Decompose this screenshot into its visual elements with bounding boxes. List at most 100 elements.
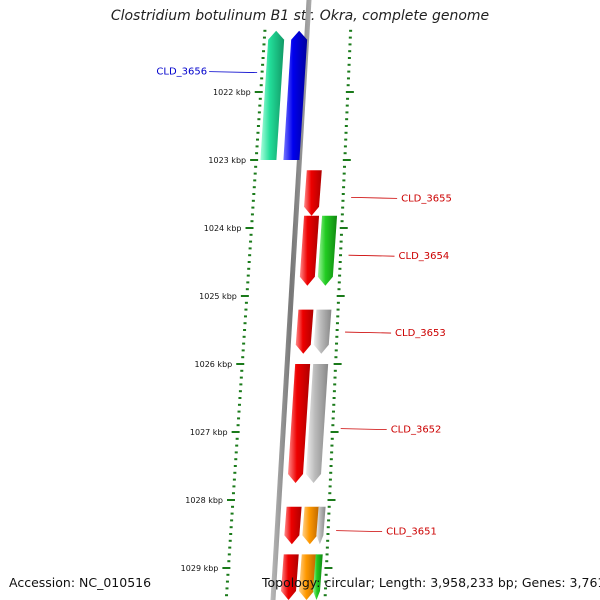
minor-tick-left	[232, 478, 236, 481]
minor-tick-right	[343, 145, 347, 148]
gene-label: CLD_3651	[386, 527, 437, 538]
minor-tick-left	[233, 465, 237, 467]
minor-tick-left	[232, 485, 236, 488]
gene-label-leader	[209, 71, 258, 73]
minor-tick-left	[261, 63, 265, 66]
minor-tick-left	[243, 329, 247, 331]
minor-tick-left	[249, 233, 253, 236]
minor-tick-left	[253, 172, 257, 175]
minor-tick-right	[339, 254, 343, 257]
ruler-layer: 1022 kbp 1023 kbp 1024 kbp 1025 kbp 1026 kbp…	[181, 29, 354, 597]
minor-tick-left	[230, 519, 234, 522]
minor-tick-right	[338, 274, 342, 277]
minor-tick-left	[262, 50, 266, 53]
minor-tick-left	[238, 390, 242, 393]
minor-tick-left	[243, 322, 247, 325]
minor-tick-left	[262, 36, 266, 39]
minor-tick-left	[234, 451, 238, 454]
backbone-layer	[270, 0, 312, 600]
minor-tick-left	[225, 594, 229, 597]
gene-label-leader	[340, 428, 387, 430]
minor-tick-right	[327, 519, 331, 522]
minor-tick-right	[336, 301, 340, 304]
genes-layer	[260, 30, 338, 600]
minor-tick-left	[225, 587, 229, 590]
gene-label: CLD_3655	[401, 193, 452, 204]
minor-tick-left	[240, 369, 244, 372]
minor-tick-left	[258, 97, 262, 100]
kbp-tick-label: 1024 kbp	[204, 224, 242, 233]
minor-tick-right	[347, 57, 351, 59]
minor-tick-right	[346, 97, 350, 100]
minor-tick-left	[246, 281, 250, 284]
minor-tick-right	[325, 553, 329, 556]
gene-label-leader	[345, 331, 392, 334]
minor-tick-left	[237, 410, 241, 413]
minor-tick-right	[345, 118, 349, 121]
major-tick-right	[327, 499, 336, 501]
minor-tick-left	[256, 131, 260, 134]
gene-label-leader	[348, 254, 395, 257]
gene-arrow	[284, 506, 302, 545]
minor-tick-left	[250, 220, 254, 223]
gene-label: CLD_3656	[156, 67, 207, 78]
gene-arrow	[281, 554, 299, 600]
minor-tick-left	[244, 308, 248, 311]
minor-tick-right	[335, 342, 339, 345]
minor-tick-right	[328, 492, 332, 495]
minor-tick-right	[335, 329, 339, 331]
gene-arrow	[316, 506, 326, 545]
major-tick-right	[336, 295, 345, 297]
minor-tick-left	[227, 560, 231, 563]
major-tick-left	[236, 363, 245, 365]
minor-tick-right	[338, 261, 342, 263]
minor-tick-left	[261, 57, 265, 59]
minor-tick-left	[250, 213, 254, 216]
minor-tick-right	[329, 471, 333, 474]
minor-tick-right	[334, 349, 338, 352]
minor-tick-left	[241, 356, 245, 359]
minor-tick-left	[227, 553, 231, 556]
major-tick-right	[330, 431, 339, 433]
minor-tick-right	[328, 478, 332, 481]
minor-tick-right	[327, 512, 331, 515]
minor-tick-right	[335, 335, 339, 338]
minor-tick-right	[330, 451, 334, 454]
major-tick-right	[324, 567, 333, 569]
major-tick-left	[222, 567, 231, 569]
minor-tick-left	[242, 335, 246, 338]
minor-tick-left	[254, 165, 258, 168]
major-tick-right	[339, 227, 348, 229]
minor-tick-left	[237, 417, 241, 420]
minor-tick-right	[345, 111, 349, 114]
minor-tick-right	[347, 63, 351, 66]
minor-tick-left	[249, 240, 253, 243]
minor-tick-right	[323, 594, 327, 597]
minor-tick-left	[239, 376, 243, 379]
minor-tick-left	[252, 186, 256, 189]
minor-tick-right	[329, 465, 333, 467]
sequence-backbone	[270, 0, 312, 600]
minor-tick-left	[244, 301, 248, 304]
minor-tick-right	[349, 29, 353, 32]
gene-arrow	[317, 215, 338, 286]
minor-tick-right	[348, 36, 352, 39]
minor-tick-left	[231, 492, 235, 495]
gene-arrow	[304, 170, 322, 216]
minor-tick-left	[229, 526, 233, 529]
minor-tick-left	[255, 152, 259, 155]
major-tick-left	[227, 499, 235, 501]
minor-tick-right	[341, 199, 345, 202]
kbp-tick-label: 1028 kbp	[185, 496, 223, 505]
kbp-tick-label: 1027 kbp	[190, 428, 228, 437]
minor-tick-right	[326, 526, 330, 529]
kbp-tick-label: 1026 kbp	[195, 360, 233, 369]
minor-tick-left	[228, 546, 232, 549]
minor-tick-left	[241, 349, 245, 352]
gene-arrow	[260, 30, 285, 160]
minor-tick-left	[252, 193, 256, 195]
major-tick-left	[250, 159, 259, 161]
minor-tick-right	[337, 288, 341, 291]
minor-tick-right	[341, 206, 345, 209]
